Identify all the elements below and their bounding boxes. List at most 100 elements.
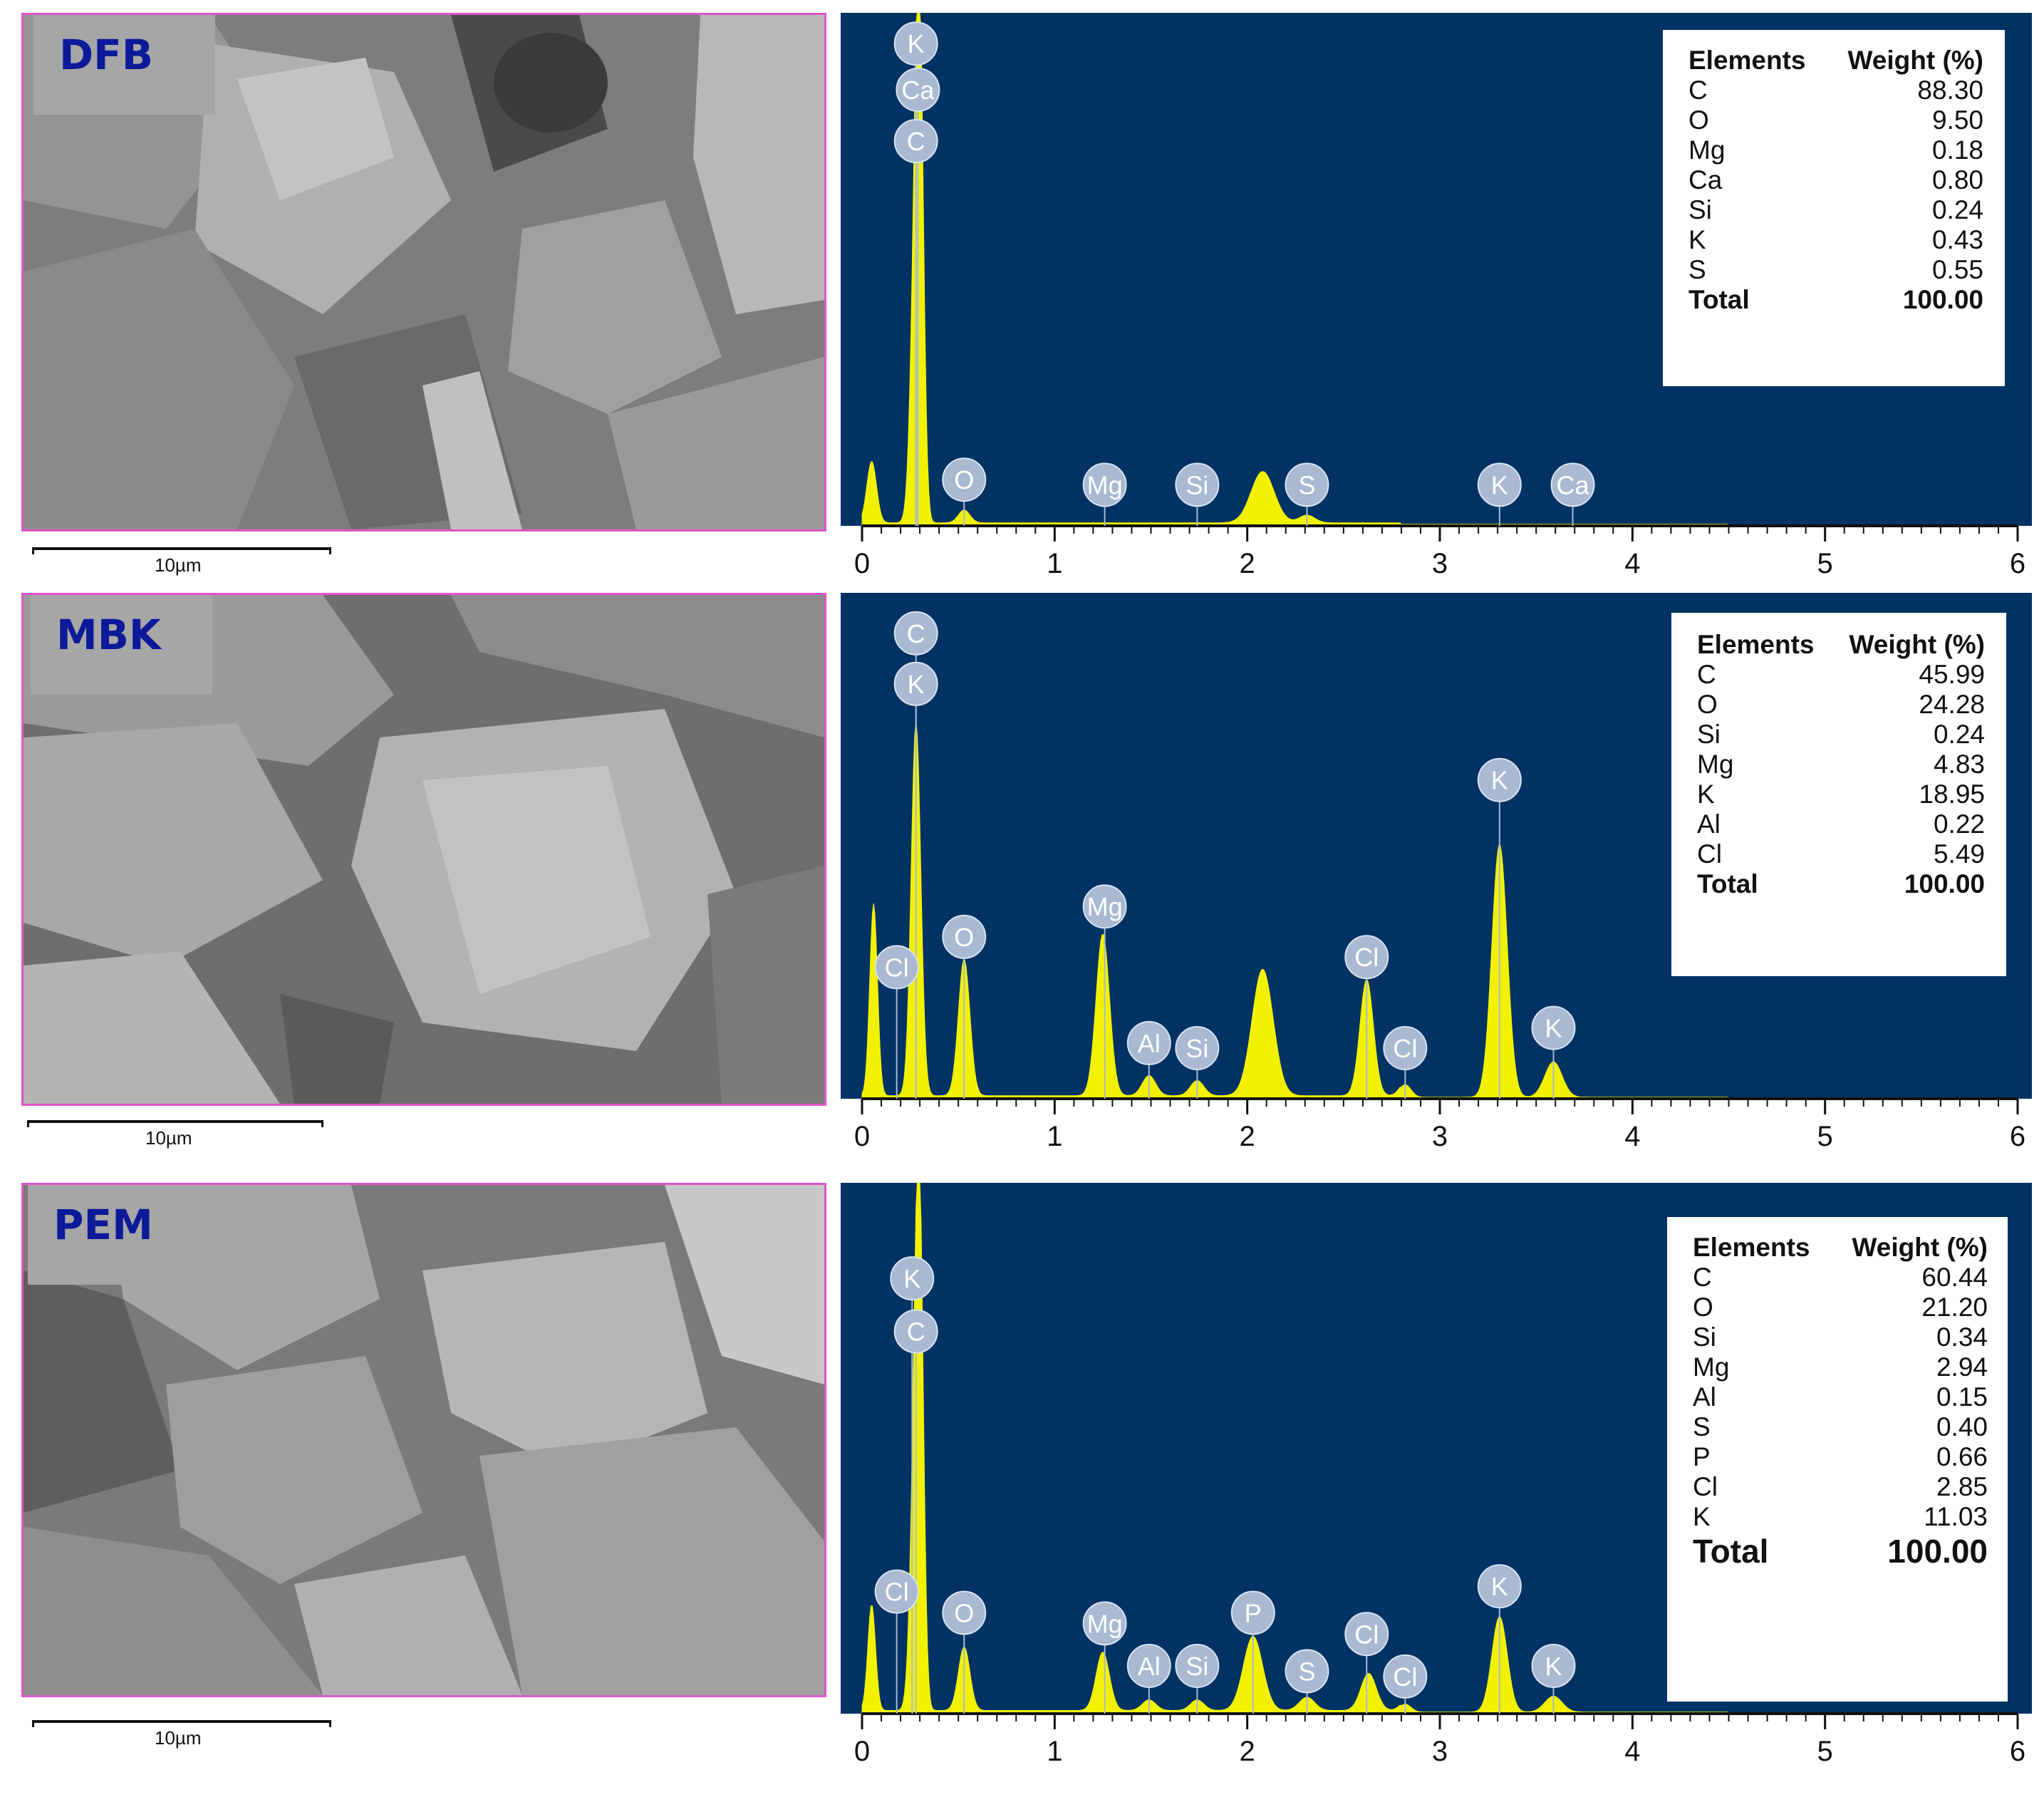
sample-label: MBK: [31, 595, 212, 695]
table-row: K 11.03: [1693, 1502, 1988, 1532]
table-row: Si 0.34: [1693, 1322, 1988, 1352]
weight-value: 0.40: [1936, 1412, 1988, 1441]
weight-value: 4.83: [1933, 750, 1985, 779]
element-name: S: [1693, 1412, 1711, 1441]
element-marker-label: Mg: [1087, 892, 1123, 921]
element-marker: S: [1285, 1649, 1329, 1694]
element-marker-label: Mg: [1087, 470, 1123, 499]
element-marker: K: [893, 661, 938, 706]
element-marker-label: Cl: [885, 1578, 909, 1607]
weight-value: 2.85: [1936, 1472, 1988, 1501]
weight-value: 21.20: [1921, 1293, 1988, 1322]
element-marker: Cl: [1344, 935, 1389, 980]
header-elements: Elements: [1697, 630, 1815, 659]
table-row: K 18.95: [1697, 780, 1985, 809]
element-marker-label: K: [1545, 1014, 1562, 1043]
x-tick-label: 1: [1047, 1736, 1062, 1767]
element-name: Mg: [1697, 750, 1734, 779]
element-name: K: [1697, 780, 1715, 809]
scale-text: 10µm: [145, 1127, 192, 1149]
element-marker: K: [1477, 757, 1522, 802]
element-marker: Cl: [1383, 1026, 1428, 1070]
element-marker: K: [1477, 1564, 1522, 1609]
weight-value: 5.49: [1933, 839, 1985, 869]
weight-value: 18.95: [1919, 780, 1985, 809]
x-tick-label: 5: [1817, 1121, 1833, 1152]
element-marker-label: Cl: [885, 953, 909, 982]
element-name: Ca: [1688, 165, 1723, 195]
element-marker: Cl: [1383, 1654, 1428, 1699]
weight-value: 0.34: [1936, 1322, 1988, 1352]
composition-table: Elements Weight (%) C 45.99 O 24.28 Si 0.24 Mg 4…: [1671, 613, 2006, 976]
table-row: Al 0.15: [1693, 1382, 1988, 1412]
axis-area: [841, 1099, 2032, 1163]
table-row: Si 0.24: [1688, 195, 1983, 225]
element-marker-label: Cl: [1393, 1662, 1417, 1692]
table-row: S 0.40: [1693, 1412, 1988, 1442]
weight-value: 0.15: [1936, 1382, 1988, 1412]
table-row: S 0.55: [1688, 255, 1983, 285]
eds-spectrum-dfb: 0 1 2 3 4 5 6 K Ca C O Mg Si S K Ca Elements Weight (%) …: [841, 13, 2032, 583]
element-name: Mg: [1688, 135, 1726, 165]
element-marker-label: O: [954, 465, 974, 495]
element-name: Si: [1693, 1322, 1716, 1352]
header-weight: Weight (%): [1849, 630, 1985, 659]
element-marker: Mg: [1082, 462, 1127, 507]
table-row: O 21.20: [1693, 1293, 1988, 1322]
element-marker-label: K: [1491, 470, 1508, 499]
element-marker-label: Al: [1138, 1029, 1161, 1058]
x-tick-label: 3: [1432, 548, 1448, 579]
element-marker-label: S: [1298, 470, 1315, 499]
element-marker: K: [1531, 1005, 1576, 1050]
element-marker-label: Cl: [1354, 1620, 1379, 1649]
element-name: Si: [1688, 195, 1712, 224]
element-marker-label: O: [954, 923, 974, 952]
x-tick-label: 1: [1047, 1121, 1062, 1152]
element-name: O: [1697, 690, 1718, 719]
scale-text: 10µm: [155, 554, 202, 576]
x-tick-label: 6: [2010, 1736, 2025, 1767]
element-marker: Cl: [874, 1569, 919, 1614]
weight-value: 0.55: [1931, 255, 1983, 284]
element-marker: Si: [1175, 1026, 1220, 1070]
table-row: C 45.99: [1697, 660, 1985, 690]
weight-value: 2.94: [1936, 1352, 1988, 1382]
x-tick-label: 0: [854, 548, 870, 579]
element-marker-label: Ca: [901, 76, 935, 105]
element-marker: Ca: [1550, 462, 1595, 507]
weight-value: 0.24: [1933, 720, 1985, 749]
element-marker-label: C: [907, 619, 925, 648]
composition-table: Elements Weight (%) C 88.30 O 9.50 Mg 0.18 Ca 0.…: [1663, 30, 2005, 386]
element-marker: C: [893, 1309, 938, 1354]
table-row: K 0.43: [1688, 225, 1983, 255]
axis-area: [841, 1714, 2032, 1796]
element-name: Mg: [1693, 1352, 1730, 1382]
table-row: O 24.28: [1697, 690, 1985, 720]
element-marker: Cl: [874, 945, 919, 990]
element-marker: K: [1477, 462, 1522, 507]
weight-value: 9.50: [1931, 105, 1983, 135]
x-tick-label: 0: [854, 1736, 870, 1767]
table-row: P 0.66: [1693, 1442, 1988, 1472]
x-tick-label: 6: [2010, 1121, 2025, 1152]
header-elements: Elements: [1688, 46, 1806, 75]
element-marker-label: K: [903, 1264, 920, 1293]
element-marker-label: K: [908, 670, 925, 699]
total-row: Total 100.00: [1693, 1533, 1988, 1570]
table-row: Mg 0.18: [1688, 135, 1983, 165]
weight-value: 11.03: [1924, 1502, 1988, 1531]
element-marker-label: K: [908, 29, 925, 58]
element-marker-label: S: [1298, 1657, 1315, 1686]
x-tick-label: 2: [1240, 1736, 1255, 1767]
x-tick-label: 2: [1240, 548, 1255, 579]
element-name: C: [1693, 1263, 1712, 1292]
table-row: Si 0.24: [1697, 720, 1985, 750]
sample-label: PEM: [28, 1185, 209, 1285]
element-marker-label: Cl: [1393, 1034, 1417, 1063]
sem-image-dfb: DFB: [21, 13, 826, 532]
element-name: K: [1693, 1502, 1711, 1531]
header-elements: Elements: [1693, 1233, 1810, 1262]
element-marker-label: Si: [1186, 470, 1208, 499]
eds-spectrum-mbk: 0 1 2 3 4 5 6 C K Cl O Mg Al Si Cl Cl K K Elements Weight …: [841, 593, 2032, 1163]
x-tick-label: 1: [1047, 548, 1062, 579]
